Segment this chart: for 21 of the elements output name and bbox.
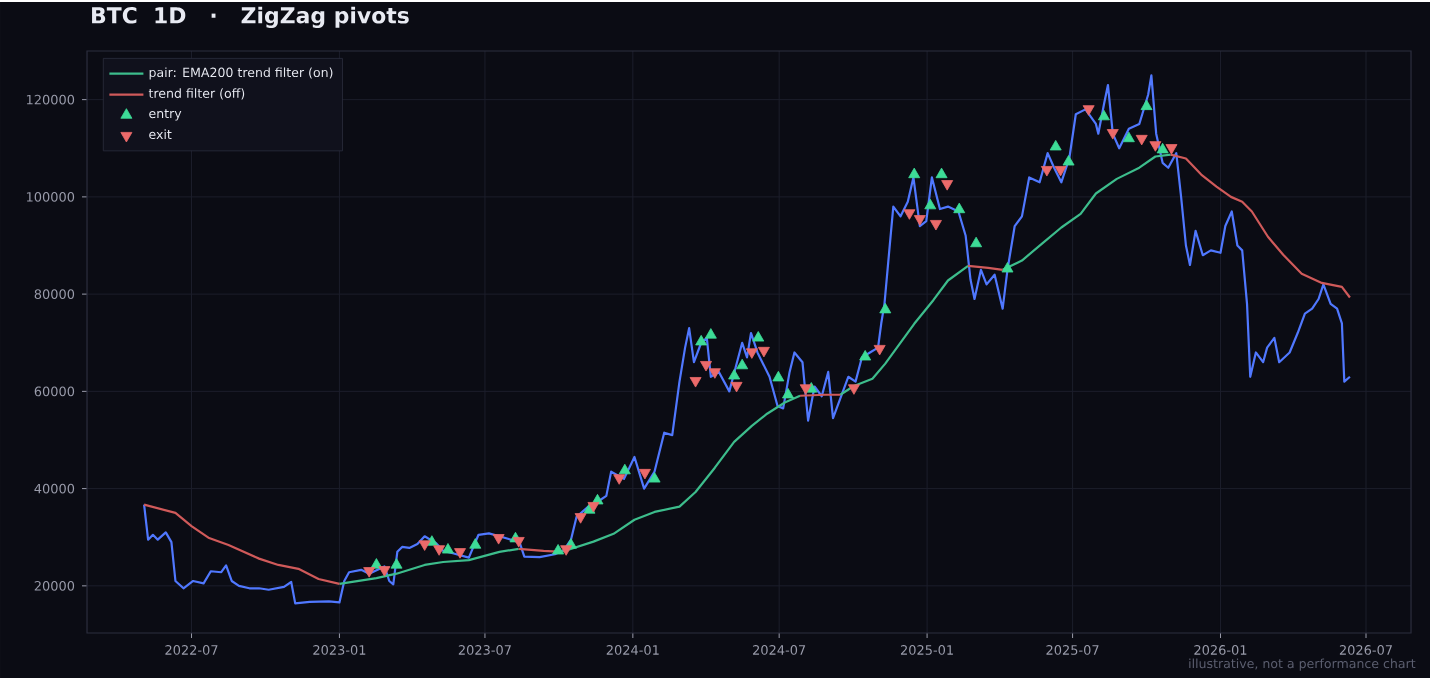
x-tick-label: 2024-01 xyxy=(606,645,659,655)
y-tick-label: 40000 xyxy=(34,483,75,494)
y-tick-label: 20000 xyxy=(34,580,75,591)
x-tick-label: 2024-07 xyxy=(753,645,806,655)
x-tick-label: 2026-07 xyxy=(1339,645,1392,655)
x-tick-label: 2025-01 xyxy=(900,645,953,655)
chart-title: BTC 1D · ZigZag pivots xyxy=(92,6,409,29)
text: illustrative, not a performance chart xyxy=(1189,658,1416,671)
legend-label: trend filter (off) xyxy=(148,88,245,100)
y-tick-label: 60000 xyxy=(34,386,75,397)
y-tick-label: 100000 xyxy=(26,192,75,202)
legend-label: entry xyxy=(149,109,182,121)
x-tick-label: 2023-07 xyxy=(458,645,511,655)
x-tick-label: 2022-07 xyxy=(165,645,218,655)
y-tick-label: 80000 xyxy=(34,289,75,300)
y-tick-label: 120000 xyxy=(26,94,75,105)
x-tick-label: 2023-01 xyxy=(313,645,366,655)
legend-label: pair: EMA200 trend filter (on) xyxy=(149,67,333,80)
x-tick-label: 2025-07 xyxy=(1046,645,1099,655)
x-tick-label: 2026-01 xyxy=(1194,645,1247,655)
legend-label: exit xyxy=(149,129,172,140)
